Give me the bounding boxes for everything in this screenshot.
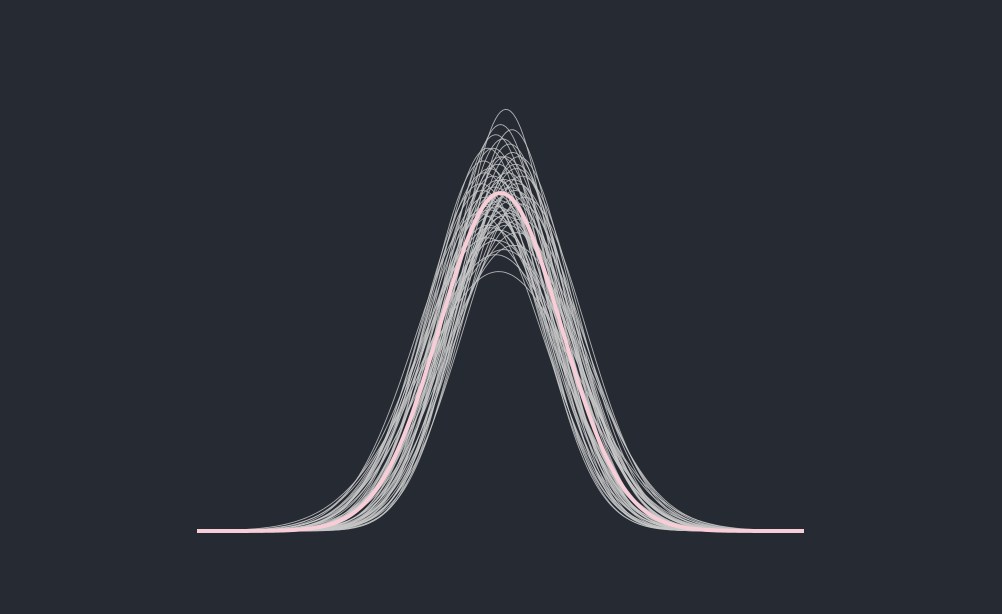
sample-curve xyxy=(196,271,805,532)
mean-curve xyxy=(197,190,804,533)
sample-curve xyxy=(196,254,804,532)
mean-curve-group xyxy=(197,190,804,533)
